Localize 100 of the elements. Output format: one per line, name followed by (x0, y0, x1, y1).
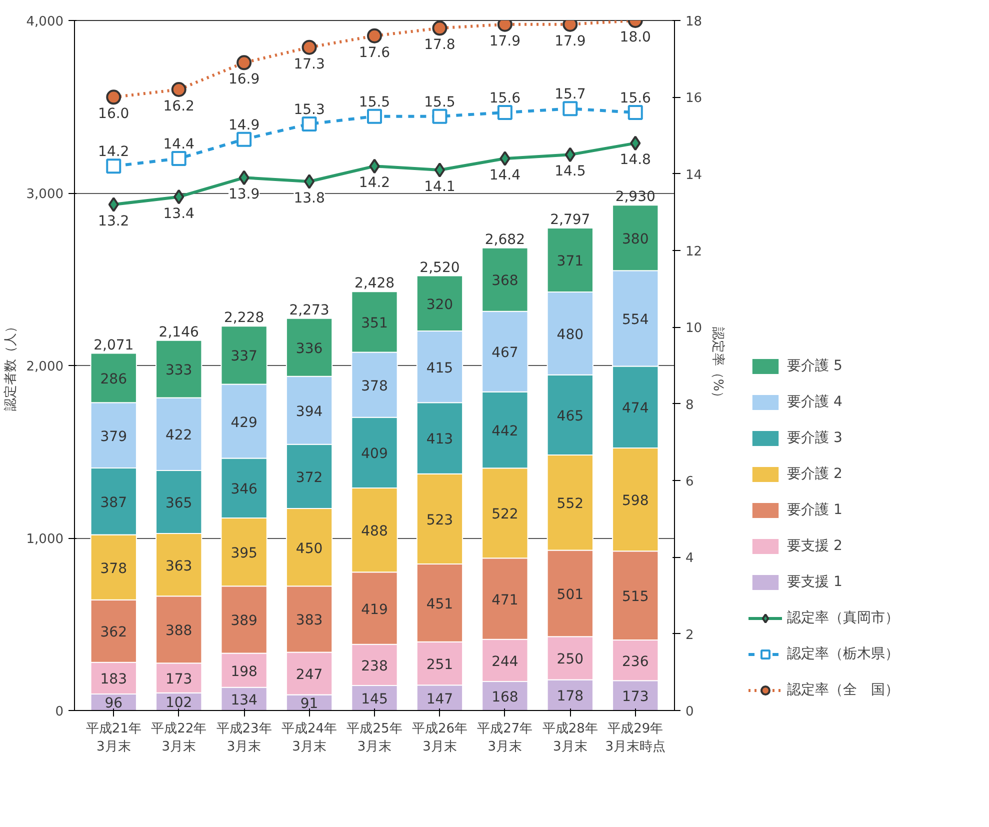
data-label: 247 (296, 667, 323, 683)
point (304, 174, 315, 189)
data-label: 147 (426, 691, 454, 708)
data-label: 16.0 (98, 106, 130, 122)
data-label: 13.2 (98, 214, 130, 230)
data-label: 14.2 (98, 144, 130, 160)
data-label: 442 (492, 424, 518, 440)
point (500, 151, 510, 166)
data-label: 14.1 (424, 179, 456, 195)
total-label: 2,682 (484, 232, 525, 248)
legend-label: 要介護 1 (787, 501, 842, 519)
data-label: 474 (622, 400, 649, 417)
data-label: 552 (556, 496, 584, 512)
data-label: 523 (426, 512, 454, 528)
data-label: 450 (296, 540, 323, 557)
data-label: 389 (230, 613, 258, 630)
data-label: 15.6 (620, 90, 652, 106)
y2-tick-label: 10 (686, 321, 702, 336)
point (497, 105, 512, 120)
data-label: 336 (296, 340, 323, 357)
x-tick-label: 平成28年 3月末 (542, 722, 598, 754)
data-label: 372 (296, 470, 323, 486)
data-label: 183 (100, 672, 128, 688)
data-label: 17.9 (489, 33, 521, 50)
data-label: 415 (426, 360, 454, 376)
total-label: 2,146 (158, 324, 199, 340)
legend-label: 要介護 4 (787, 393, 842, 411)
data-label: 91 (300, 696, 318, 712)
data-label: 14.5 (554, 164, 586, 180)
data-label: 451 (426, 596, 454, 612)
x-tick-label: 平成22年 3月末 (151, 722, 207, 754)
data-label: 13.4 (163, 206, 195, 222)
point (434, 162, 446, 178)
y2-tick-label: 2 (686, 628, 694, 643)
data-label: 337 (230, 348, 258, 365)
data-label: 13.8 (294, 190, 325, 206)
data-label: 419 (361, 602, 388, 618)
data-label: 394 (296, 404, 323, 420)
data-label: 363 (165, 558, 192, 574)
data-label: 501 (556, 586, 584, 603)
data-label: 368 (492, 273, 518, 290)
data-label: 13.9 (228, 186, 260, 203)
data-label: 15.5 (424, 94, 456, 110)
data-label: 378 (100, 560, 128, 577)
data-label: 14.4 (163, 136, 195, 152)
x-tick-label: 平成23年 3月末 (216, 722, 272, 754)
data-label: 554 (622, 312, 649, 328)
data-label: 333 (165, 362, 192, 379)
y-tick-label: 2,000 (26, 360, 64, 374)
legend-label: 要介護 3 (787, 429, 842, 447)
data-label: 15.3 (294, 102, 325, 118)
y2-tick-label: 6 (686, 474, 694, 490)
point (236, 55, 252, 70)
data-label: 429 (230, 414, 258, 431)
point (236, 132, 252, 147)
y-tick-label: 3,000 (26, 187, 64, 202)
y2-tick-label: 18 (686, 14, 702, 30)
data-label: 238 (361, 658, 388, 674)
data-label: 598 (622, 493, 649, 510)
data-label: 145 (361, 691, 388, 708)
data-label: 14.2 (358, 175, 390, 192)
y2-tick-label: 12 (686, 244, 702, 260)
data-label: 15.7 (554, 86, 586, 103)
data-label: 134 (230, 692, 258, 708)
data-label: 14.4 (489, 168, 521, 184)
point (628, 105, 643, 120)
point (238, 170, 250, 186)
data-label: 236 (622, 654, 649, 670)
data-label: 251 (426, 656, 454, 673)
data-label: 14.9 (228, 117, 260, 134)
data-label: 422 (165, 428, 192, 444)
data-label: 378 (361, 378, 388, 394)
data-label: 198 (230, 664, 258, 680)
data-label: 409 (361, 446, 388, 462)
point (562, 101, 578, 116)
y-tick-label: 1,000 (26, 532, 64, 547)
data-label: 17.8 (424, 37, 456, 54)
point (630, 136, 641, 151)
data-label: 17.6 (358, 44, 390, 61)
data-label: 16.9 (228, 72, 260, 88)
point (106, 158, 122, 174)
point (171, 82, 186, 97)
total-label: 2,930 (615, 189, 656, 206)
data-label: 480 (556, 326, 584, 343)
data-label: 320 (426, 296, 454, 313)
data-label: 96 (104, 696, 123, 712)
data-label: 379 (100, 428, 128, 445)
legend-label: 認定率（真岡市） (787, 609, 899, 627)
point (564, 147, 576, 162)
x-tick-label: 平成21年 3月末 (86, 722, 142, 754)
data-label: 515 (622, 589, 649, 606)
data-label: 173 (165, 671, 192, 688)
data-label: 465 (556, 408, 584, 424)
data-label: 346 (230, 482, 258, 498)
data-label: 365 (165, 496, 192, 512)
data-label: 18.0 (620, 30, 651, 46)
y2-tick-label: 14 (686, 168, 702, 183)
data-label: 387 (100, 494, 128, 511)
data-label: 14.8 (620, 152, 651, 168)
y-tick-label: 0 (55, 704, 64, 720)
